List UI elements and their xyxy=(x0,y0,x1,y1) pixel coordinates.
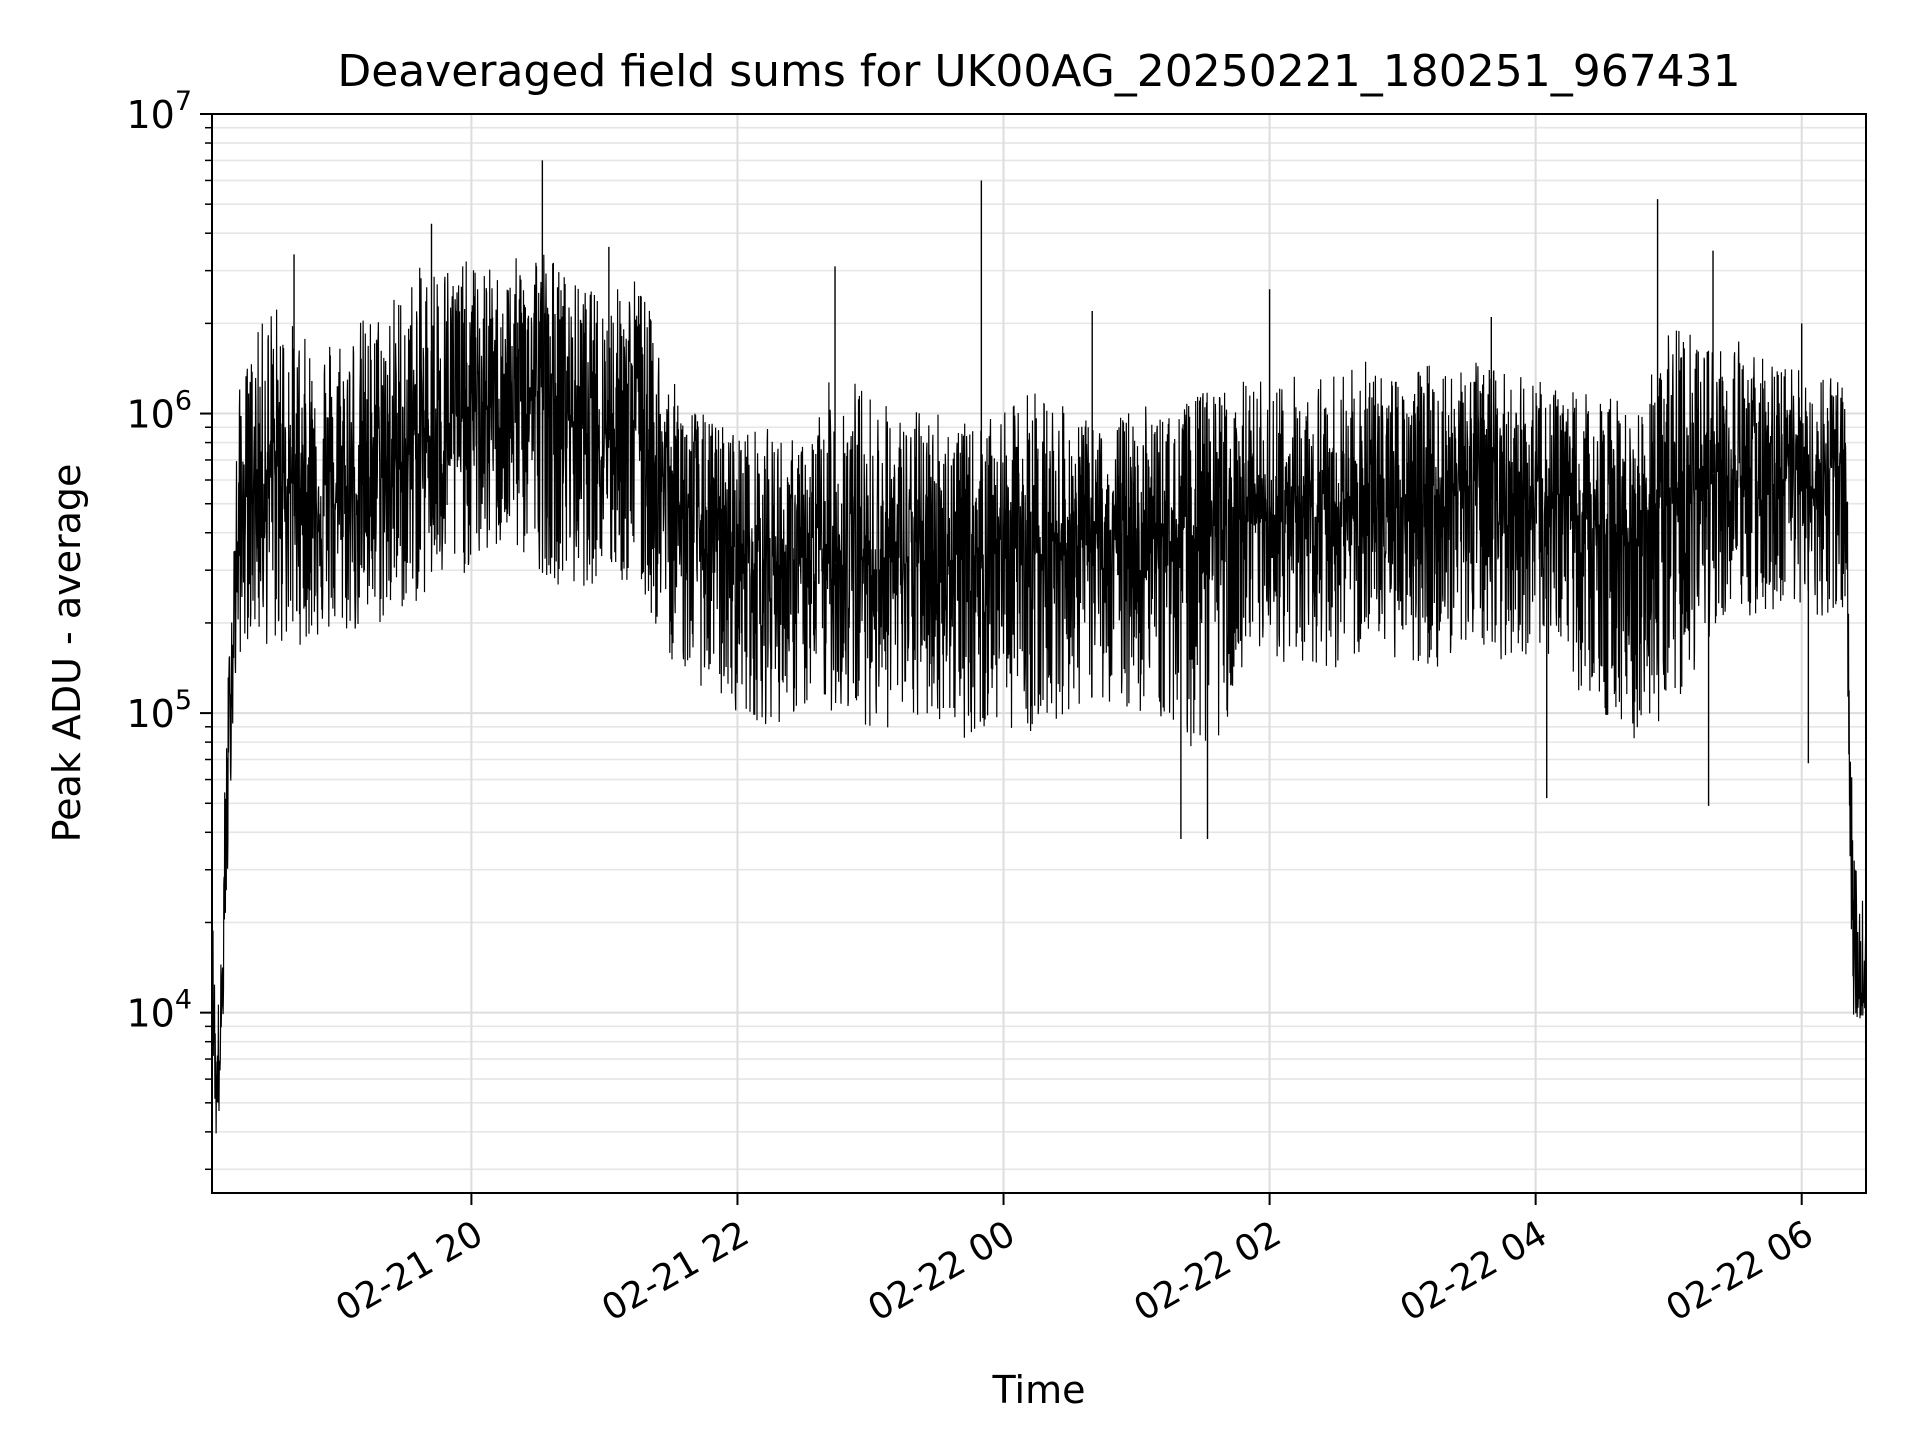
series-line xyxy=(212,254,1866,1134)
y-axis: 104 105 106 107 xyxy=(126,86,212,1171)
data-series xyxy=(212,160,1866,1134)
y-tick-label: 106 xyxy=(126,386,192,437)
grid xyxy=(212,113,1866,1193)
plot-frame xyxy=(211,113,1867,1194)
x-axis-label: Time xyxy=(992,1368,1086,1412)
chart-title: Deaveraged field sums for UK00AG_2025022… xyxy=(337,46,1740,97)
y-axis-label: Peak ADU - average xyxy=(45,464,89,843)
y-tick-label: 104 xyxy=(126,985,192,1036)
y-tick-label: 105 xyxy=(126,685,192,736)
y-tick-label: 107 xyxy=(126,86,192,137)
